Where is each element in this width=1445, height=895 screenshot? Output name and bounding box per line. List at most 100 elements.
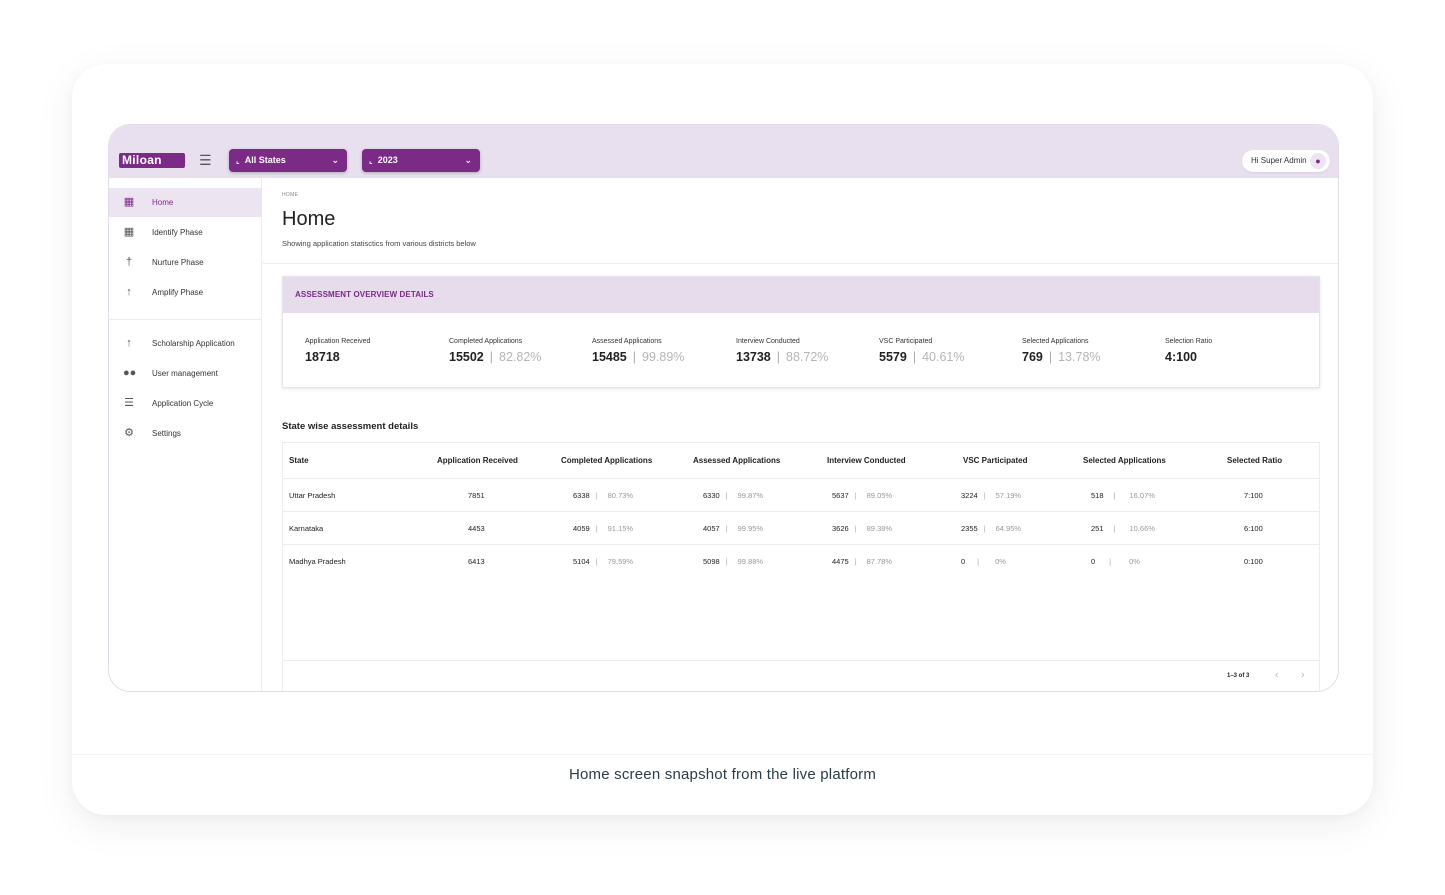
sidebar-item-application-cycle[interactable]: ☰ Application Cycle bbox=[109, 389, 262, 418]
stat-percent: 82.82% bbox=[499, 350, 542, 364]
pagination-range: 1–3 of 3 bbox=[1227, 673, 1250, 679]
stat-value: 13738 bbox=[736, 350, 771, 364]
cell-ratio: 7:100 bbox=[1244, 491, 1263, 500]
caption: Home screen snapshot from the live platf… bbox=[72, 754, 1373, 815]
cell-vsc: 0 | 0% bbox=[961, 557, 1006, 566]
sidebar-item-home[interactable]: ▦ Home bbox=[109, 188, 262, 217]
cell-vsc: 3224 | 57.19% bbox=[961, 491, 1022, 500]
cell-received: 7851 bbox=[468, 491, 485, 500]
sidebar-item-amplify-phase[interactable]: ↑ Amplify Phase bbox=[109, 278, 262, 307]
separator: | bbox=[632, 350, 637, 364]
cell-assessed: 4057 | 99.95% bbox=[703, 524, 764, 533]
next-page-button[interactable]: › bbox=[1301, 669, 1305, 681]
cell-assessed: 6330 | 99.87% bbox=[703, 491, 764, 500]
sidebar: ▦ Home ▦ Identify Phase † Nurture Phase … bbox=[109, 178, 262, 691]
stat-percent: 40.61% bbox=[922, 350, 965, 364]
stat-percent: 88.72% bbox=[786, 350, 829, 364]
stat-assessed-applications: Assessed Applications 15485 | 99.89% bbox=[592, 338, 684, 364]
amplify-icon: ↑ bbox=[126, 286, 132, 298]
stat-application-received: Application Received 18718 bbox=[305, 338, 370, 364]
sidebar-item-settings[interactable]: ⚙ Settings bbox=[109, 419, 262, 448]
cell-state: Madhya Pradesh bbox=[289, 557, 346, 566]
stat-label: Selected Applications bbox=[1022, 338, 1089, 345]
nurture-icon: † bbox=[125, 256, 133, 268]
sidebar-item-label: Application Cycle bbox=[152, 399, 214, 408]
column-header-completed-applications[interactable]: Completed Applications bbox=[561, 456, 653, 465]
stat-label: Completed Applications bbox=[449, 338, 523, 345]
table-row[interactable]: Madhya Pradesh 6413 5104 | 79.59% 5098 | 99.… bbox=[283, 544, 1319, 577]
main-content: HOME Home Showing application statisctic… bbox=[263, 178, 1338, 691]
state-assessment-table: State Application Received Completed App… bbox=[282, 442, 1320, 691]
list-icon: ☰ bbox=[124, 397, 134, 409]
stat-label: Interview Conducted bbox=[736, 338, 800, 345]
cell-interview: 5637 | 89.05% bbox=[832, 491, 893, 500]
year-filter-dropdown[interactable]: ⌞ 2023 ⌄ bbox=[362, 149, 480, 172]
sidebar-item-label: Identify Phase bbox=[152, 228, 203, 237]
cell-completed: 4059 | 91.15% bbox=[573, 524, 634, 533]
separator: | bbox=[489, 350, 494, 364]
column-header-vsc-participated[interactable]: VSC Participated bbox=[963, 456, 1028, 465]
separator: | bbox=[776, 350, 781, 364]
column-header-application-received[interactable]: Application Received bbox=[437, 456, 518, 465]
stat-value: 15502 bbox=[449, 350, 484, 364]
stat-vsc-participated: VSC Participated 5579 | 40.61% bbox=[879, 338, 964, 364]
stat-value: 769 bbox=[1022, 350, 1043, 364]
sidebar-item-identify-phase[interactable]: ▦ Identify Phase bbox=[109, 218, 262, 247]
prev-page-button[interactable]: ‹ bbox=[1275, 669, 1279, 681]
sidebar-divider bbox=[109, 319, 262, 320]
cell-completed: 6338 | 80.73% bbox=[573, 491, 634, 500]
table-footer: 1–3 of 3 ‹ › bbox=[283, 660, 1319, 691]
column-header-selected-ratio[interactable]: Selected Ratio bbox=[1227, 456, 1283, 465]
user-greeting: Hi Super Admin bbox=[1251, 156, 1307, 165]
stat-label: Assessed Applications bbox=[592, 338, 662, 345]
chevron-down-icon: ⌄ bbox=[331, 155, 339, 165]
stat-value: 15485 bbox=[592, 350, 627, 364]
sidebar-item-label: User management bbox=[152, 369, 218, 378]
identify-icon: ▦ bbox=[123, 226, 135, 238]
sidebar-item-label: Nurture Phase bbox=[152, 258, 204, 267]
year-filter-value: 2023 bbox=[377, 155, 398, 165]
cell-ratio: 0:100 bbox=[1244, 557, 1263, 566]
assessment-overview-card: ASSESSMENT OVERVIEW DETAILS Application … bbox=[282, 276, 1320, 388]
sidebar-item-user-management[interactable]: ●● User management bbox=[109, 359, 262, 388]
column-header-assessed-applications[interactable]: Assessed Applications bbox=[693, 456, 781, 465]
corner-icon: ⌞ bbox=[369, 156, 373, 165]
logo: Miloan bbox=[119, 153, 185, 168]
column-header-state[interactable]: State bbox=[289, 456, 309, 465]
state-filter-dropdown[interactable]: ⌞ All States ⌄ bbox=[229, 149, 347, 172]
stat-label: VSC Participated bbox=[879, 338, 933, 345]
column-header-interview-conducted[interactable]: Interview Conducted bbox=[827, 456, 906, 465]
cell-selected: 251 | 10.66% bbox=[1091, 524, 1155, 533]
table-row[interactable]: Uttar Pradesh 7851 6338 | 80.73% 6330 | 99.8… bbox=[283, 478, 1319, 511]
sidebar-item-label: Scholarship Application bbox=[152, 339, 235, 348]
stat-interview-conducted: Interview Conducted 13738 | 88.72% bbox=[736, 338, 828, 364]
breadcrumb: HOME bbox=[282, 192, 299, 198]
stat-value: 4:100 bbox=[1165, 350, 1197, 364]
cell-state: Uttar Pradesh bbox=[289, 491, 336, 500]
sidebar-item-scholarship-application[interactable]: ↑ Scholarship Application bbox=[109, 329, 262, 358]
hamburger-menu-icon[interactable]: ☰ bbox=[199, 152, 212, 168]
cell-received: 4453 bbox=[468, 524, 485, 533]
stat-percent: 99.89% bbox=[642, 350, 685, 364]
column-header-selected-applications[interactable]: Selected Applications bbox=[1083, 456, 1166, 465]
cell-assessed: 5098 | 99.88% bbox=[703, 557, 764, 566]
table-row[interactable]: Karnataka 4453 4059 | 91.15% 4057 | 99.95% 3… bbox=[283, 511, 1319, 544]
stat-label: Selection Ratio bbox=[1165, 338, 1213, 345]
separator: | bbox=[1048, 350, 1053, 364]
cell-selected: 0 | 0% bbox=[1091, 557, 1140, 566]
overview-title: ASSESSMENT OVERVIEW DETAILS bbox=[283, 277, 1319, 313]
user-menu[interactable]: Hi Super Admin ● bbox=[1242, 150, 1330, 172]
app-window: Miloan ✶✶ ☰ ⌞ All States ⌄ ⌞ 2023 ⌄ Hi Sup… bbox=[108, 124, 1339, 692]
corner-icon: ⌞ bbox=[236, 156, 240, 165]
cell-vsc: 2355 | 64.95% bbox=[961, 524, 1022, 533]
sidebar-item-nurture-phase[interactable]: † Nurture Phase bbox=[109, 248, 262, 277]
cell-completed: 5104 | 79.59% bbox=[573, 557, 634, 566]
separator: | bbox=[912, 350, 917, 364]
cell-received: 6413 bbox=[468, 557, 485, 566]
sidebar-item-label: Amplify Phase bbox=[152, 288, 204, 297]
cell-interview: 4475 | 87.78% bbox=[832, 557, 893, 566]
chevron-down-icon: ⌄ bbox=[464, 155, 472, 165]
page-header: HOME Home Showing application statisctic… bbox=[263, 178, 1338, 264]
state-filter-value: All States bbox=[244, 155, 286, 165]
stat-percent: 13.78% bbox=[1058, 350, 1101, 364]
